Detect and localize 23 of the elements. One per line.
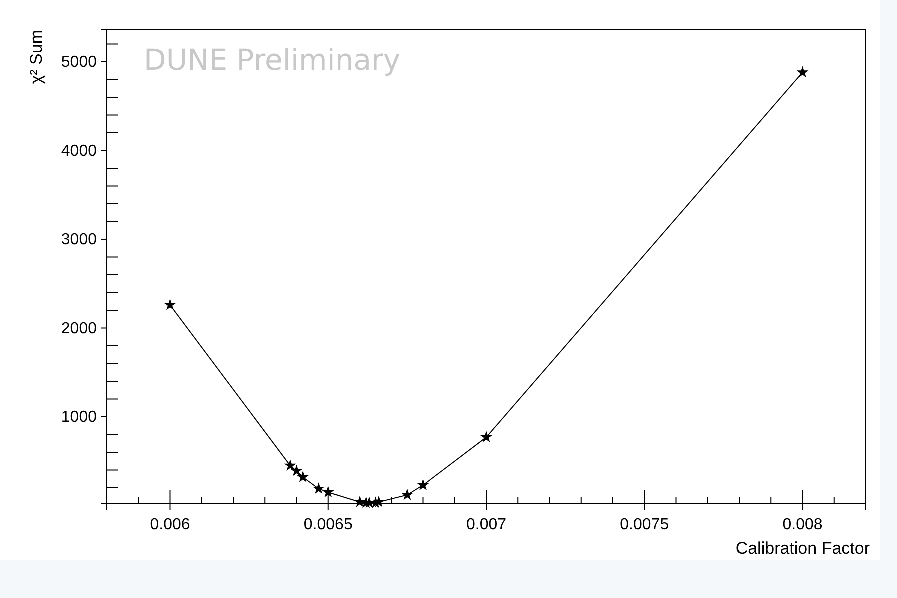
y-tick-label: 2000: [61, 320, 98, 338]
y-tick-label: 3000: [61, 232, 98, 249]
point: [322, 486, 334, 498]
x-tick-label: 0.007: [466, 516, 507, 534]
y-axis-title: χ² Sum: [27, 30, 46, 84]
point: [417, 479, 430, 490]
point: [164, 298, 176, 310]
x-tick-label: 0.0065: [304, 516, 353, 534]
x-tick-label: 0.008: [782, 516, 823, 534]
x-axis-title: Calibration Factor: [736, 539, 870, 558]
point: [796, 66, 809, 78]
point: [480, 431, 493, 443]
y-tick-label: 5000: [61, 54, 98, 72]
point: [372, 496, 385, 508]
y-tick-label: 4000: [61, 142, 98, 160]
point: [297, 471, 310, 482]
x-tick-label: 0.0075: [620, 516, 670, 534]
y-tick-label: 1000: [61, 409, 98, 426]
x-tick-label: 0.006: [150, 516, 190, 534]
point: [284, 460, 296, 471]
point: [312, 482, 325, 494]
point: [401, 488, 414, 500]
point: [290, 464, 303, 476]
